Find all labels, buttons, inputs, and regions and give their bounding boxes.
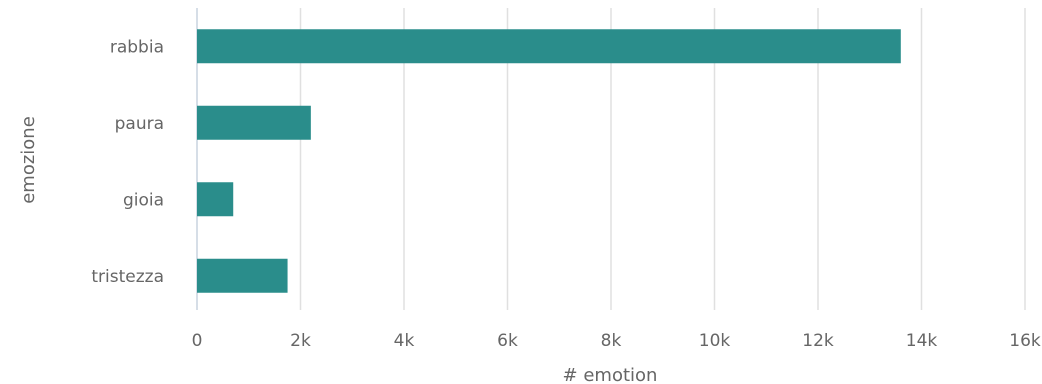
x-tick-label: 6k <box>497 331 518 351</box>
category-label-rabbia: rabbia <box>110 37 164 57</box>
category-labels: rabbia paura gioia tristezza <box>91 37 164 287</box>
category-label-gioia: gioia <box>123 190 164 210</box>
x-tick-label: 16k <box>1009 331 1041 351</box>
x-tick-label: 2k <box>290 331 311 351</box>
x-tick-labels: 0 2k 4k 6k 8k 10k 12k 14k 16k <box>192 331 1041 351</box>
category-label-paura: paura <box>115 114 164 134</box>
bar-tristezza <box>197 258 288 293</box>
y-axis-title: emozione <box>18 116 39 204</box>
category-label-tristezza: tristezza <box>91 267 164 287</box>
bar-rabbia <box>197 29 901 64</box>
x-tick-label: 10k <box>699 331 731 351</box>
x-tick-label: 8k <box>601 331 622 351</box>
x-axis-title: # emotion <box>563 365 658 384</box>
x-tick-label: 4k <box>394 331 415 351</box>
x-tick-label: 0 <box>192 331 203 351</box>
bar-gioia <box>197 182 234 217</box>
x-tick-label: 14k <box>906 331 938 351</box>
x-tick-label: 12k <box>802 331 834 351</box>
bar-paura <box>197 105 311 140</box>
bars <box>197 29 901 293</box>
